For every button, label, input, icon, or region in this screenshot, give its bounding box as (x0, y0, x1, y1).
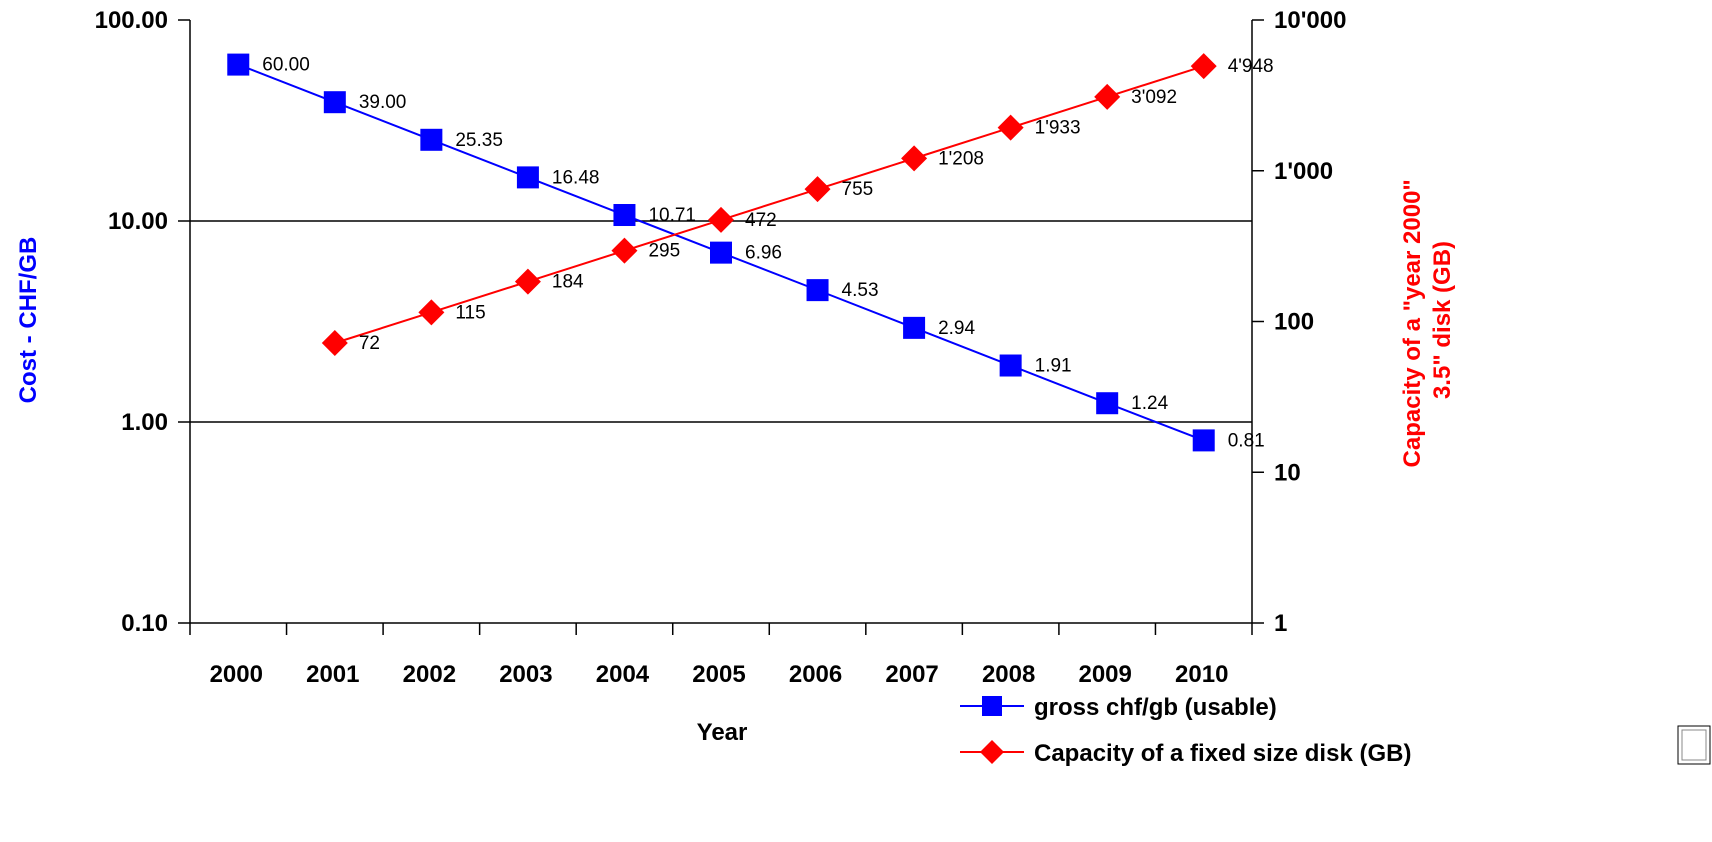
x-axis-ticks: 2000 2001 2002 2003 2004 2005 2006 2007 2008 2009… (189, 623, 1253, 688)
legend-color-key-box-inner (1681, 729, 1707, 761)
data-point-square (323, 91, 346, 114)
data-point-square (1096, 392, 1119, 415)
left-axis-tick-label: 1.00 (121, 409, 168, 436)
data-label: 472 (745, 210, 777, 231)
data-point-diamond (901, 145, 928, 172)
x-axis-tick-label: 2000 (210, 661, 263, 688)
data-label: 25.35 (455, 130, 503, 151)
series-line (334, 65, 1205, 344)
left-axis-title: Cost - CHF/GB (15, 237, 42, 404)
right-axis-tick-label: 1'000 (1274, 158, 1333, 185)
left-axis-tick-label: 100.00 (95, 7, 168, 34)
data-point-square (613, 204, 636, 227)
left-axis-tick-label: 0.10 (121, 610, 168, 637)
axes (189, 20, 1253, 624)
data-point-square (420, 128, 443, 151)
data-point-diamond (514, 268, 541, 295)
data-point-diamond (804, 176, 831, 203)
data-point-diamond (708, 206, 734, 233)
data-point-diamond (1190, 53, 1217, 80)
data-label: 0.81 (1228, 430, 1265, 451)
data-label: 60.00 (262, 55, 310, 76)
data-label: 1'208 (938, 148, 984, 169)
data-point-square (710, 241, 732, 264)
data-point-diamond (418, 299, 445, 326)
series-cost: 60.00 39.00 25.35 16.48 10.71 6.96 4.53 2.94 1.9… (227, 53, 1265, 452)
legend-capacity-marker (980, 740, 1004, 764)
legend-item-capacity: Capacity of a fixed size disk (GB) (960, 740, 1411, 767)
data-point-diamond (611, 237, 638, 264)
data-label: 295 (648, 241, 680, 262)
x-axis-tick-label: 2010 (1175, 661, 1228, 688)
x-axis-tick-label: 2001 (306, 661, 359, 688)
data-label: 72 (359, 333, 380, 354)
data-label: 4.53 (842, 280, 879, 301)
left-axis-ticks: 0.10 1.00 10.00 100.00 (95, 7, 190, 637)
data-point-square (903, 316, 926, 339)
x-axis-tick-label: 2008 (982, 661, 1035, 688)
data-label: 755 (842, 179, 874, 200)
right-axis-tick-label: 1 (1274, 610, 1287, 637)
right-axis-tick-label: 10'000 (1274, 7, 1346, 34)
right-axis-title-line-2: 3.5" disk (GB) (1429, 241, 1456, 399)
data-point-square (516, 166, 539, 189)
right-axis-tick-label: 10 (1274, 459, 1301, 486)
x-axis-tick-label: 2003 (499, 661, 552, 688)
legend-capacity-label: Capacity of a fixed size disk (GB) (1034, 740, 1411, 767)
data-label: 1.91 (1035, 356, 1072, 377)
data-point-square (227, 53, 250, 76)
right-axis-tick-label: 100 (1274, 309, 1314, 336)
series-capacity: 72 115 184 295 472 755 1'208 1'933 3'092 4'948 (321, 53, 1274, 357)
data-label: 10.71 (648, 205, 696, 226)
x-axis-tick-label: 2005 (692, 661, 745, 688)
legend: gross chf/gb (usable) Capacity of a fixe… (960, 694, 1411, 767)
series-layer: 60.00 39.00 25.35 16.48 10.71 6.96 4.53 2.94 1.9… (227, 53, 1274, 452)
data-point-diamond (997, 114, 1024, 141)
data-label: 1.24 (1131, 393, 1168, 414)
data-label: 3'092 (1131, 87, 1177, 108)
x-axis-tick-label: 2007 (885, 661, 938, 688)
legend-cost-label: gross chf/gb (usable) (1034, 694, 1277, 721)
data-label: 4'948 (1228, 56, 1274, 77)
right-axis-title: Capacity of a "year 2000" 3.5" disk (GB) (1399, 173, 1456, 468)
x-axis-tick-label: 2004 (596, 661, 650, 688)
data-point-square (999, 354, 1022, 377)
data-point-diamond (321, 330, 348, 357)
data-label: 16.48 (552, 167, 600, 188)
x-axis-tick-label: 2002 (403, 661, 456, 688)
data-point-square (1192, 429, 1215, 452)
legend-cost-marker (982, 696, 1002, 716)
right-axis-ticks: 1 10 100 1'000 10'000 (1252, 7, 1346, 637)
data-label: 184 (552, 272, 584, 293)
data-label: 39.00 (359, 92, 407, 113)
legend-color-key-box (1677, 725, 1711, 765)
data-point-diamond (1094, 83, 1121, 110)
right-axis-title-line-1: Capacity of a "year 2000" (1399, 179, 1426, 467)
data-label: 6.96 (745, 243, 782, 264)
data-point-square (806, 279, 829, 302)
x-axis-tick-label: 2009 (1078, 661, 1131, 688)
data-label: 2.94 (938, 318, 975, 339)
x-axis-title: Year (697, 719, 748, 746)
data-label: 1'933 (1035, 118, 1081, 139)
left-axis-tick-label: 10.00 (108, 208, 168, 235)
x-axis-tick-label: 2006 (789, 661, 842, 688)
legend-item-cost: gross chf/gb (usable) (960, 694, 1277, 721)
data-label: 115 (455, 302, 485, 323)
